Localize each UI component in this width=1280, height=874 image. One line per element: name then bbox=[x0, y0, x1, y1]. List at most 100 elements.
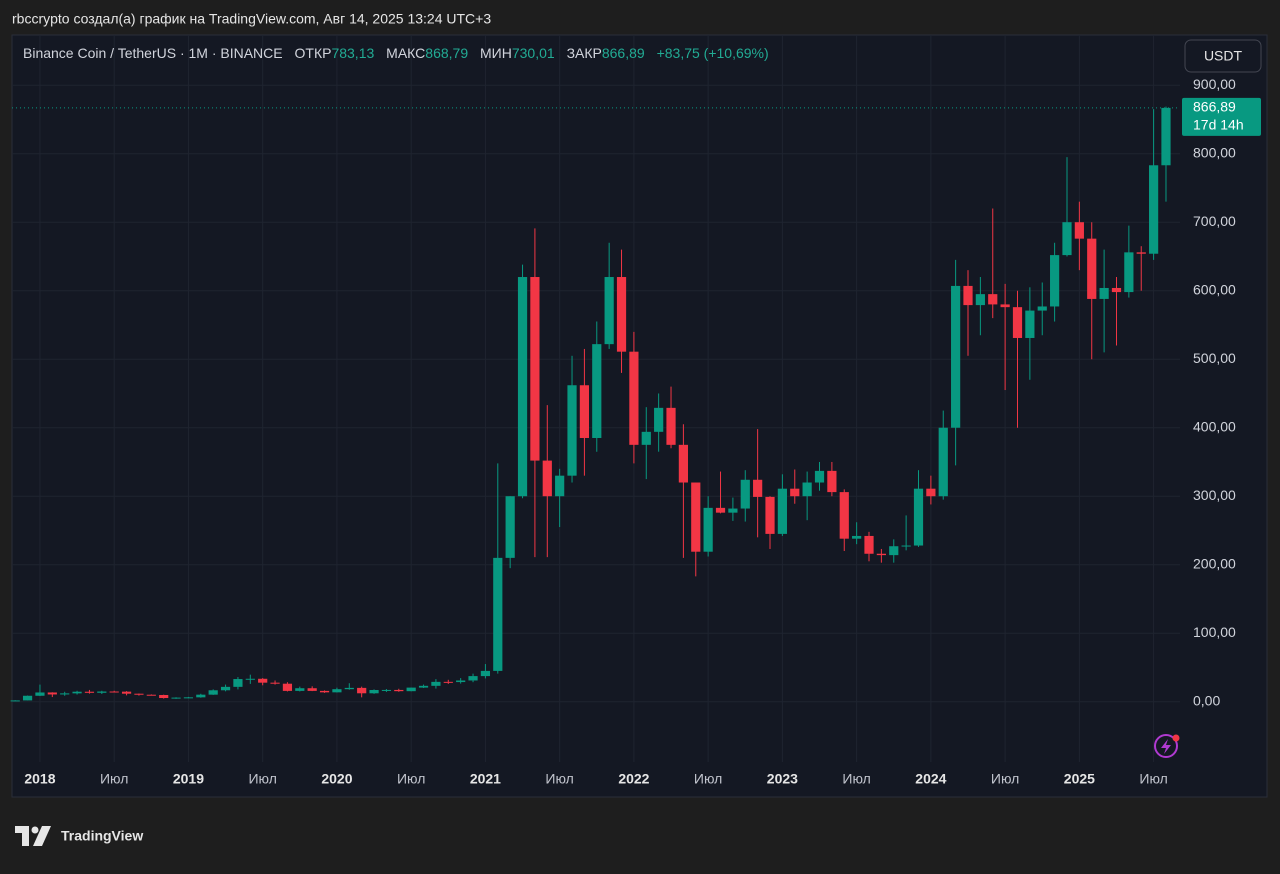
open-value: 783,13 bbox=[331, 45, 374, 61]
candle-body bbox=[493, 557, 503, 671]
candle-body bbox=[196, 694, 206, 698]
candle-body bbox=[1099, 287, 1109, 299]
candle-body bbox=[765, 496, 775, 534]
candle-body bbox=[555, 475, 565, 497]
candle-body bbox=[753, 479, 763, 497]
low-label: МИН bbox=[480, 45, 512, 61]
candle-body bbox=[517, 277, 528, 497]
y-tick-label: 700,00 bbox=[1193, 213, 1236, 229]
y-tick-label: 0,00 bbox=[1193, 692, 1220, 708]
candle-body bbox=[233, 679, 243, 687]
x-tick-label: 2023 bbox=[767, 771, 798, 787]
candle-body bbox=[369, 690, 379, 694]
candle-body bbox=[592, 344, 602, 438]
candle-body bbox=[567, 385, 577, 476]
candle-body bbox=[295, 688, 305, 691]
x-tick-label: Июл bbox=[545, 771, 573, 787]
grid bbox=[12, 35, 1180, 762]
candle-body bbox=[1012, 307, 1023, 338]
candle-body bbox=[864, 535, 874, 554]
candle-body bbox=[60, 693, 70, 695]
candle-body bbox=[394, 689, 404, 692]
candle-body bbox=[1025, 310, 1035, 338]
candle-body bbox=[109, 691, 119, 693]
candle-body bbox=[159, 695, 169, 699]
candle-body bbox=[975, 294, 985, 306]
y-tick-label: 300,00 bbox=[1193, 487, 1236, 503]
candle-body bbox=[357, 687, 367, 694]
candle-body bbox=[456, 680, 466, 683]
change: +83,75 (+10,69%) bbox=[657, 45, 769, 61]
candle-body bbox=[134, 693, 144, 695]
candle-body bbox=[84, 691, 95, 693]
y-tick-label: 500,00 bbox=[1193, 350, 1236, 366]
low-value: 730,01 bbox=[512, 45, 555, 61]
currency[interactable]: USDT bbox=[1204, 48, 1243, 64]
candle-body bbox=[307, 688, 317, 691]
x-tick-label: 2019 bbox=[173, 771, 204, 787]
candle-body bbox=[418, 685, 429, 688]
candle-body bbox=[1062, 222, 1072, 256]
candle-body bbox=[616, 277, 627, 352]
candle-body bbox=[1087, 238, 1097, 299]
candle-body bbox=[728, 508, 738, 513]
candle-body bbox=[468, 676, 478, 681]
candle-body bbox=[703, 507, 713, 552]
x-tick-label: Июл bbox=[842, 771, 870, 787]
candle-body bbox=[183, 697, 194, 699]
candle-body bbox=[332, 689, 342, 693]
brand-logo bbox=[15, 826, 51, 846]
candle-body bbox=[22, 695, 33, 701]
candle-body bbox=[443, 681, 453, 683]
x-tick-label: 2020 bbox=[321, 771, 352, 787]
chart-panel bbox=[11, 34, 1268, 798]
candle-body bbox=[1111, 287, 1122, 293]
y-tick-label: 100,00 bbox=[1193, 624, 1236, 640]
candle-body bbox=[1074, 222, 1084, 239]
high-value: 868,79 bbox=[425, 45, 468, 61]
currency-button[interactable] bbox=[1184, 39, 1262, 73]
candle-body bbox=[691, 482, 701, 552]
x-tick-label: Июл bbox=[397, 771, 425, 787]
x-tick-label: 2024 bbox=[915, 771, 946, 787]
candle-body bbox=[220, 686, 231, 691]
candle-body bbox=[678, 444, 688, 483]
candle-body bbox=[121, 691, 132, 694]
candle-body bbox=[827, 470, 837, 493]
candle-body bbox=[542, 460, 552, 497]
y-tick-label: 600,00 bbox=[1193, 281, 1236, 297]
candle-body bbox=[802, 482, 812, 497]
plot bbox=[10, 106, 1180, 702]
candle-body bbox=[171, 697, 181, 699]
x-tick-label: 2018 bbox=[24, 771, 55, 787]
candle-body bbox=[1037, 306, 1047, 311]
countdown: 17d 14h bbox=[1193, 117, 1244, 133]
high-label: МАКС bbox=[386, 45, 425, 61]
candle-body bbox=[913, 488, 924, 546]
candle-body bbox=[1149, 165, 1159, 254]
candle-body bbox=[641, 431, 651, 445]
candle-body bbox=[35, 692, 45, 696]
candle-body bbox=[344, 687, 354, 690]
candle-body bbox=[951, 285, 961, 428]
last-price-label: 866,89 bbox=[1193, 99, 1236, 115]
x-tick-label: Июл bbox=[100, 771, 128, 787]
x-tick-label: Июл bbox=[991, 771, 1019, 787]
x-tick-label: Июл bbox=[1139, 771, 1167, 787]
candle-body bbox=[431, 681, 441, 686]
x-tick-label: 2025 bbox=[1064, 771, 1095, 787]
candle-body bbox=[988, 294, 998, 305]
candle-body bbox=[245, 678, 255, 680]
candle-body bbox=[258, 678, 268, 683]
candle-body bbox=[505, 496, 515, 558]
candle-body bbox=[790, 488, 800, 497]
candle-body bbox=[47, 692, 57, 695]
candle-body bbox=[876, 553, 886, 556]
alert-icon bbox=[1154, 734, 1180, 758]
candle-body bbox=[10, 700, 20, 702]
x-tick-label: 2022 bbox=[618, 771, 649, 787]
candle-body bbox=[1000, 304, 1010, 308]
close-value: 866,89 bbox=[602, 45, 645, 61]
candle-body bbox=[319, 690, 330, 693]
